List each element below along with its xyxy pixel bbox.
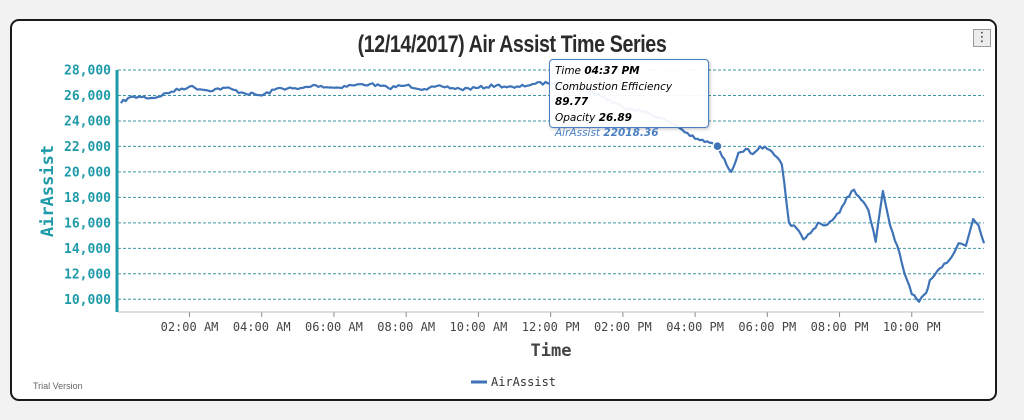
tooltip-opacity-value: 26.89	[598, 111, 632, 124]
chart-title: (12/14/2017) Air Assist Time Series	[357, 31, 667, 58]
y-tick-label: 24,000	[64, 114, 111, 129]
x-tick-label: 02:00 AM	[161, 320, 219, 334]
y-tick-label: 12,000	[64, 267, 111, 282]
y-tick-label: 14,000	[64, 242, 111, 257]
tooltip-series-row: AirAssist 22018.36	[555, 126, 703, 142]
x-tick-label: 02:00 PM	[594, 320, 652, 334]
x-tick-label: 06:00 AM	[305, 320, 363, 334]
tooltip-time-label: Time	[555, 65, 582, 77]
menu-vertical-icon: ⋮	[975, 30, 989, 45]
tooltip-opacity-label: Opacity	[555, 111, 596, 124]
x-tick-label: 04:00 PM	[666, 320, 724, 334]
y-tick-label: 20,000	[64, 165, 111, 180]
x-axis-label: Time	[531, 341, 572, 361]
y-tick-label: 28,000	[64, 64, 111, 79]
tooltip-efficiency-row: Combustion Efficiency 89.77	[555, 80, 703, 111]
y-tick-label: 26,000	[64, 89, 111, 104]
x-axis-ticks: 02:00 AM 04:00 AM 06:00 AM 08:00 AM 10:00 AM…	[161, 312, 941, 334]
y-tick-label: 16,000	[64, 216, 111, 231]
tooltip-series-value: 22018.36	[603, 127, 659, 139]
hover-point-marker[interactable]	[712, 140, 723, 152]
x-tick-label: 10:00 PM	[883, 320, 941, 334]
y-tick-label: 18,000	[64, 191, 111, 206]
tooltip-opacity-row: Opacity 26.89	[555, 111, 703, 127]
x-tick-label: 12:00 PM	[522, 320, 580, 334]
chart-frame	[10, 19, 997, 401]
x-tick-label: 08:00 PM	[811, 320, 869, 334]
tooltip-series-label: AirAssist	[555, 127, 601, 139]
tooltip-efficiency-value: 89.77	[555, 96, 589, 108]
tooltip-efficiency-label: Combustion Efficiency	[555, 80, 673, 93]
legend-item-airassist[interactable]: AirAssist	[491, 375, 556, 389]
chart-menu-button[interactable]: ⋮	[973, 29, 991, 47]
y-tick-label: 10,000	[64, 293, 111, 308]
tooltip-time-value: 04:37 PM	[584, 65, 640, 77]
tooltip-time-row: Time 04:37 PM	[555, 64, 703, 80]
x-tick-label: 10:00 AM	[450, 320, 508, 334]
trial-version-text: Trial Version	[33, 381, 83, 391]
y-tick-label: 22,000	[64, 140, 111, 155]
x-tick-label: 04:00 AM	[233, 320, 291, 334]
x-tick-label: 06:00 PM	[738, 320, 796, 334]
data-tooltip: Time 04:37 PM Combustion Efficiency 89.7…	[549, 59, 709, 139]
y-axis-label: AirAssist	[38, 145, 58, 237]
y-axis-ticks: 10,000 12,000 14,000 16,000 18,000 20,000 22,0…	[64, 64, 111, 308]
x-tick-label: 08:00 AM	[377, 320, 435, 334]
